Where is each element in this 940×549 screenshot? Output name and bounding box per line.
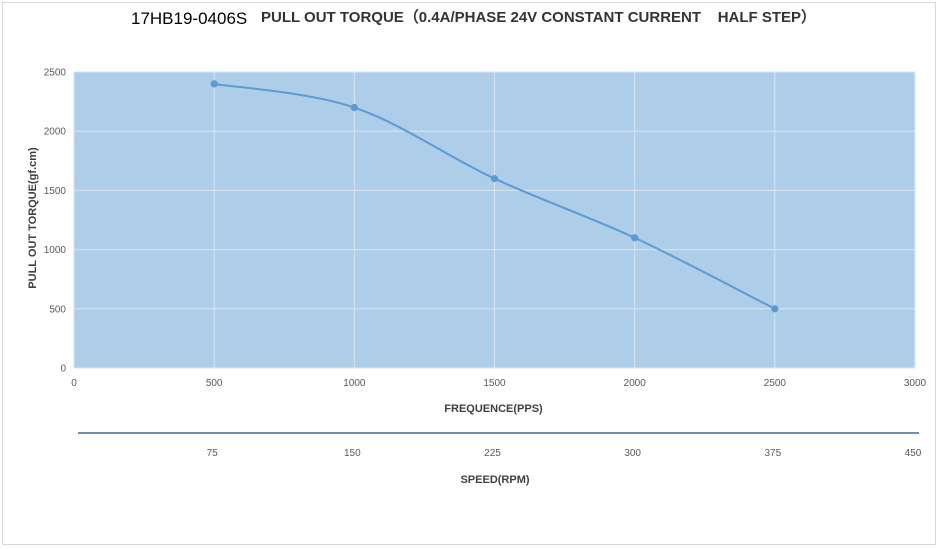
data-point bbox=[490, 174, 499, 183]
data-point bbox=[631, 234, 639, 242]
speed-tick-label: 375 bbox=[764, 448, 781, 459]
y-axis-title: PULL OUT TORQUE(gf.cm) bbox=[27, 147, 39, 289]
y-axis-ticks: 0 500 1000 1500 2000 2500 bbox=[44, 68, 67, 375]
chart-title-model: 17HB19-0406S bbox=[131, 9, 247, 28]
x-tick-label: 1500 bbox=[483, 378, 506, 389]
data-points bbox=[210, 80, 779, 313]
speed-axis-title: SPEED(RPM) bbox=[460, 474, 529, 486]
speed-tick-label: 225 bbox=[484, 448, 501, 459]
data-point bbox=[350, 103, 358, 112]
y-tick-label: 1000 bbox=[44, 245, 67, 256]
speed-tick-label: 450 bbox=[905, 448, 922, 459]
y-tick-label: 2500 bbox=[44, 68, 67, 79]
speed-tick-label: 300 bbox=[624, 448, 641, 459]
speed-axis-ticks: 75 150 225 300 375 450 bbox=[207, 448, 922, 459]
x-axis-title: FREQUENCE(PPS) bbox=[444, 403, 543, 415]
speed-tick-label: 150 bbox=[344, 448, 361, 459]
y-tick-label: 0 bbox=[60, 364, 66, 375]
y-tick-label: 500 bbox=[49, 304, 66, 315]
x-tick-label: 2000 bbox=[624, 378, 647, 389]
data-point bbox=[210, 80, 218, 88]
y-tick-label: 2000 bbox=[44, 127, 67, 138]
x-tick-label: 500 bbox=[206, 378, 223, 389]
x-axis-ticks: 0 500 1000 1500 2000 2500 3000 bbox=[71, 378, 926, 389]
x-tick-label: 0 bbox=[71, 378, 77, 389]
speed-tick-label: 75 bbox=[207, 448, 219, 459]
x-tick-label: 1000 bbox=[343, 378, 366, 389]
y-tick-label: 1500 bbox=[44, 186, 67, 197]
x-tick-label: 2500 bbox=[764, 378, 787, 389]
x-tick-label: 3000 bbox=[904, 378, 927, 389]
gridlines bbox=[73, 71, 916, 369]
chart-title: PULL OUT TORQUE（0.4A/PHASE 24V CONSTANT … bbox=[261, 8, 816, 26]
data-point bbox=[771, 305, 779, 313]
